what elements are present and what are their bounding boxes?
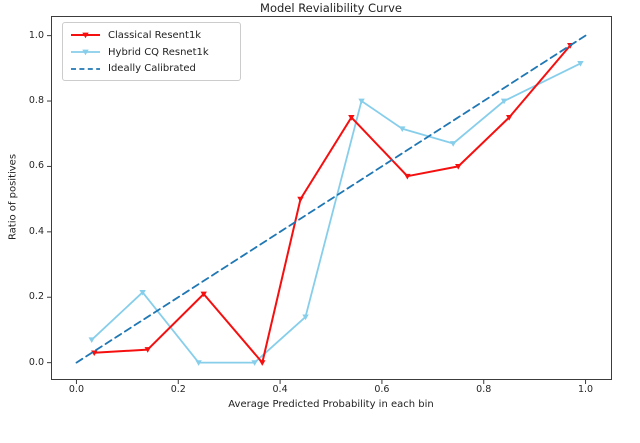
- red-line-marker-icon: [71, 32, 100, 39]
- series-ideally-calibrated: [75, 34, 587, 364]
- y-tick-label: 0.2: [28, 291, 44, 303]
- y-tick-label: 0.4: [28, 225, 44, 237]
- legend-item-hybrid-cq-resnet1k: Hybrid CQ Resnet1k: [70, 44, 234, 61]
- x-tick-label: 0.2: [170, 384, 186, 395]
- series-classical-resent1k: [91, 43, 574, 366]
- y-tick-label: 1.0: [28, 29, 44, 41]
- blue-dashed-line-icon: [71, 67, 100, 70]
- y-tick-label: 0.0: [28, 356, 44, 368]
- chart-title: Model Revialibility Curve: [260, 1, 402, 15]
- x-axis-label: Average Predicted Probability in each bi…: [228, 399, 434, 410]
- y-tick-label: 0.6: [28, 160, 44, 172]
- x-tick-label: 1.0: [577, 384, 594, 395]
- series-hybrid-cq-resnet1k: [88, 61, 584, 366]
- legend: Classical Resent1k Hybrid CQ Resnet1k Id…: [62, 22, 241, 81]
- y-tick-label: 0.8: [28, 95, 44, 107]
- y-axis-label: Ratio of positives: [7, 153, 19, 241]
- skyblue-line-marker-icon: [71, 49, 100, 56]
- x-tick-label: 0.4: [272, 384, 288, 395]
- x-tick-label: 0.0: [68, 384, 84, 395]
- legend-item-ideally-calibrated: Ideally Calibrated: [70, 60, 234, 77]
- legend-label: Ideally Calibrated: [108, 63, 196, 75]
- legend-label: Hybrid CQ Resnet1k: [108, 46, 209, 58]
- x-tick-label: 0.6: [374, 384, 390, 395]
- legend-item-classical-resent1k: Classical Resent1k: [70, 27, 234, 44]
- x-tick-label: 0.8: [476, 384, 492, 395]
- legend-label: Classical Resent1k: [108, 29, 202, 41]
